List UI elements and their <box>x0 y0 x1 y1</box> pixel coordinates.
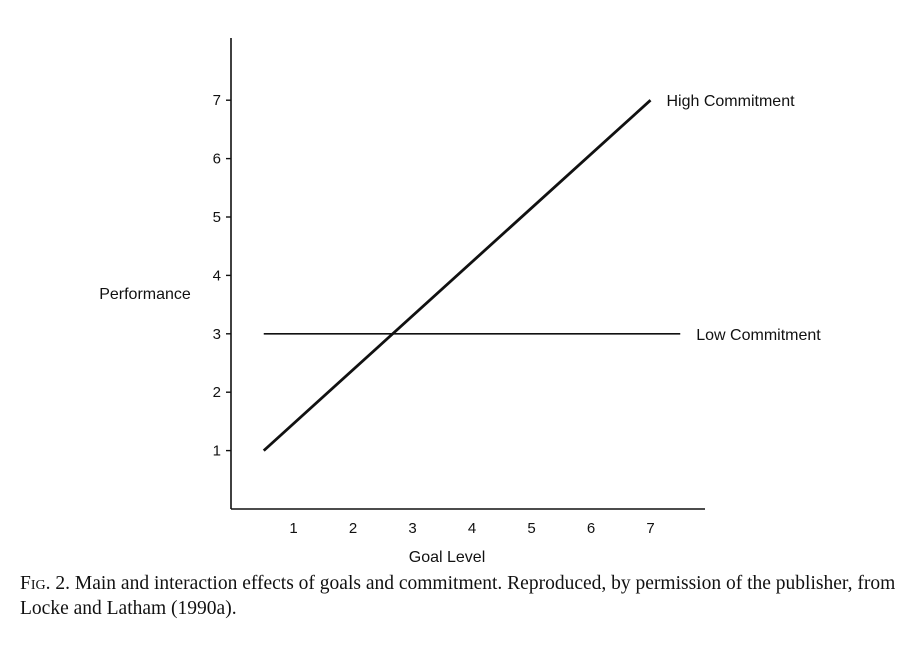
y-tick-label: 2 <box>213 384 221 401</box>
x-tick-label: 2 <box>349 520 357 537</box>
series-line-high-commitment <box>262 99 652 452</box>
x-axis-label: Goal Level <box>409 549 486 566</box>
series-layer: High Commitment Low Commitment <box>262 93 821 452</box>
y-axis-label: Performance <box>99 286 191 303</box>
y-tick-label: 1 <box>213 443 221 460</box>
series-label: High Commitment <box>667 93 796 110</box>
x-tick-label: 4 <box>468 520 476 537</box>
y-tick-label: 4 <box>213 267 221 284</box>
x-tick-labels: 1 2 3 4 5 6 7 <box>289 520 654 537</box>
y-tick-label: 7 <box>213 92 221 109</box>
chart: 1 2 3 4 5 6 7 1 2 3 4 5 6 7 High Commitment Low Commi… <box>99 38 821 566</box>
caption-text: Main and interaction effects of goals an… <box>20 573 896 619</box>
x-tick-label: 5 <box>527 520 535 537</box>
y-tick-label: 3 <box>213 326 221 343</box>
x-tick-label: 1 <box>289 520 297 537</box>
y-tick-label: 6 <box>213 151 221 168</box>
x-tick-label: 3 <box>408 520 416 537</box>
x-tick-label: 6 <box>587 520 595 537</box>
axes <box>230 38 705 510</box>
caption-label: Fig. 2. <box>20 573 70 594</box>
x-tick-label: 7 <box>646 520 654 537</box>
figure-caption: Fig. 2. Main and interaction effects of … <box>20 571 900 621</box>
y-tick-labels: 1 2 3 4 5 6 7 <box>213 92 231 460</box>
y-tick-label: 5 <box>213 209 221 226</box>
series-label: Low Commitment <box>696 327 821 344</box>
